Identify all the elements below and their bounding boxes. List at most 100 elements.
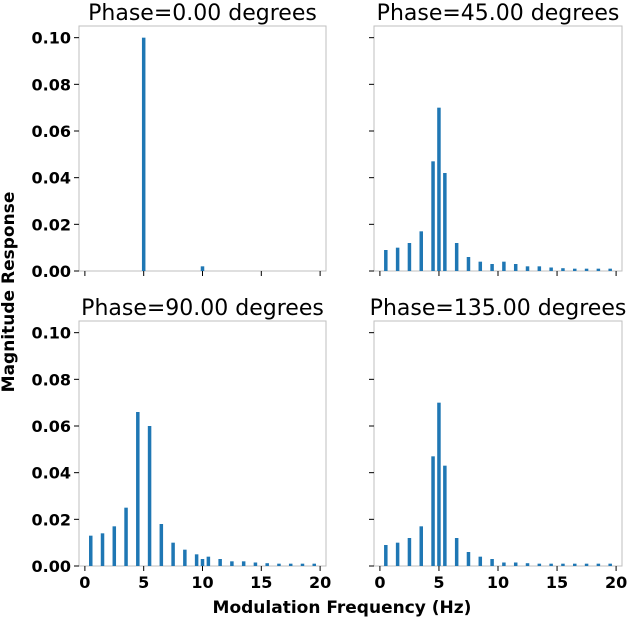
bar	[407, 243, 412, 271]
subplot-title: Phase=45.00 degrees	[377, 1, 620, 26]
bar	[312, 563, 316, 566]
bar	[419, 526, 423, 566]
bar	[265, 563, 269, 566]
y-tick-label: 0.06	[32, 122, 71, 141]
bar	[206, 556, 211, 566]
x-tick-label: 0	[79, 573, 90, 592]
y-tick-label: 0.08	[32, 370, 71, 389]
y-axis-label: Magnitude Response	[0, 192, 19, 393]
bar	[466, 257, 471, 271]
y-tick-label: 0.02	[32, 510, 71, 529]
bar	[147, 426, 152, 566]
bar	[608, 563, 612, 566]
bar	[277, 563, 281, 566]
bar	[490, 264, 494, 271]
bar	[194, 554, 199, 566]
x-tick-label: 5	[138, 573, 149, 592]
x-axis-label: Modulation Frequency (Hz)	[213, 598, 472, 618]
subplot-2: Phase=45.00 degrees	[369, 1, 623, 276]
bar	[230, 561, 234, 566]
bar	[478, 261, 483, 271]
bar	[89, 535, 93, 566]
subplot-3: Phase=90.00 degrees 0.00 0.02 0.04 0.06 0.08 0…	[32, 296, 332, 592]
bar	[454, 538, 459, 566]
bar	[561, 563, 565, 566]
bar	[466, 552, 471, 566]
bar	[241, 561, 246, 566]
y-tick-label: 0.00	[32, 262, 71, 281]
bar	[419, 231, 423, 271]
bar	[431, 161, 435, 271]
y-tick-label: 0.00	[32, 557, 71, 576]
subplot-title: Phase=0.00 degrees	[88, 1, 317, 26]
bar	[525, 563, 530, 566]
y-tick-label: 0.02	[32, 215, 71, 234]
bar	[525, 266, 530, 271]
plot-frame	[373, 320, 623, 567]
bar	[549, 563, 553, 566]
bar	[431, 456, 435, 566]
x-tick-label: 5	[433, 573, 444, 592]
bar	[502, 261, 506, 271]
y-tick-label: 0.08	[32, 75, 71, 94]
bar	[513, 264, 518, 271]
bar	[596, 268, 601, 271]
bar	[384, 250, 388, 271]
subplots-grid: Phase=0.00 degrees 0.00 0.02 0.04 0.06 0.08 0.…	[32, 1, 628, 592]
x-tick-label: 15	[250, 573, 272, 592]
y-tick-label: 0.10	[32, 29, 71, 48]
bar	[437, 402, 441, 566]
bar	[454, 243, 459, 271]
plot-frame	[78, 25, 327, 272]
bar	[584, 268, 589, 271]
bar	[300, 563, 305, 566]
bar	[136, 412, 140, 566]
bar	[407, 538, 412, 566]
bar	[288, 563, 293, 566]
bar	[183, 549, 187, 566]
bar	[200, 559, 205, 566]
plot-frame	[78, 320, 327, 567]
bar	[537, 266, 542, 271]
bar	[549, 267, 553, 271]
bar	[437, 107, 441, 271]
bar	[537, 563, 542, 566]
bar	[112, 526, 117, 566]
bar	[573, 268, 577, 271]
bar	[141, 37, 146, 271]
x-tick-label: 15	[546, 573, 568, 592]
subplot-title: Phase=90.00 degrees	[81, 296, 324, 321]
y-tick-label: 0.10	[32, 324, 71, 343]
bar	[443, 173, 447, 271]
bar	[124, 507, 128, 566]
bar	[608, 268, 612, 271]
bar	[478, 556, 483, 566]
subplot-4: Phase=135.00 degrees 0 5 10 15 20	[369, 296, 627, 592]
bar	[596, 563, 601, 566]
bar	[513, 562, 518, 566]
bar	[395, 542, 400, 566]
bar	[584, 563, 589, 566]
bar	[490, 559, 494, 566]
subplot-1: Phase=0.00 degrees 0.00 0.02 0.04 0.06 0.08 0.…	[32, 1, 327, 281]
bar	[218, 559, 222, 566]
bar	[395, 247, 400, 271]
bar	[573, 563, 577, 566]
bar	[253, 562, 258, 566]
plot-frame	[373, 25, 623, 272]
subplot-title: Phase=135.00 degrees	[370, 296, 627, 321]
bar	[443, 465, 447, 566]
y-tick-label: 0.06	[32, 417, 71, 436]
y-tick-label: 0.04	[32, 464, 71, 483]
bar	[171, 542, 175, 566]
bar	[100, 533, 105, 566]
y-tick-label: 0.04	[32, 169, 71, 188]
x-tick-label: 10	[487, 573, 509, 592]
bar	[384, 545, 388, 566]
bar	[159, 524, 164, 566]
bar	[502, 562, 506, 566]
bar	[561, 268, 565, 271]
bar	[200, 266, 205, 271]
x-tick-label: 20	[605, 573, 627, 592]
